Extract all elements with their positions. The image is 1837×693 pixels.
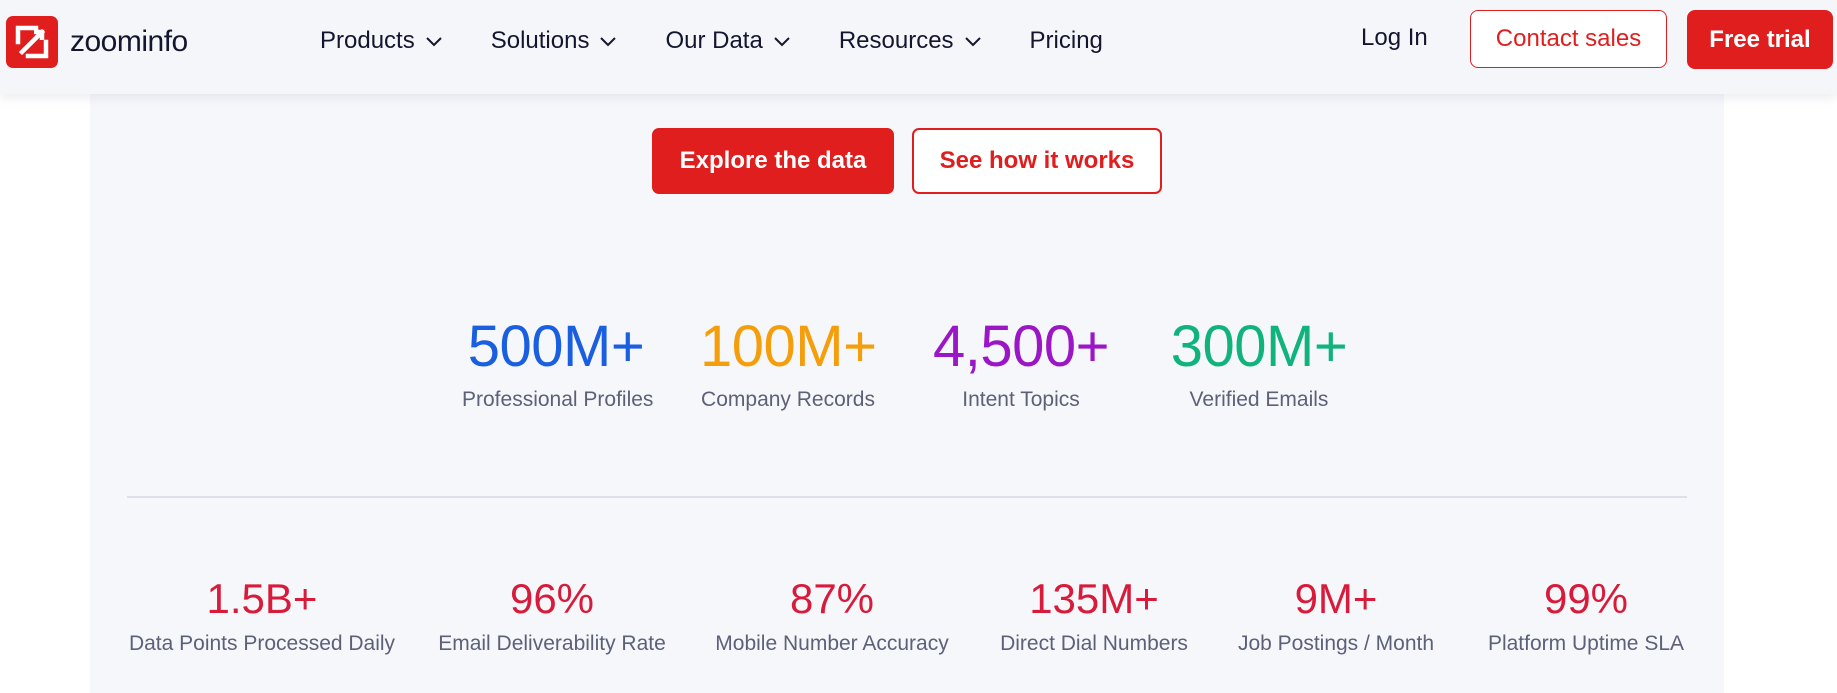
brand-name: zoominfo [70, 25, 188, 58]
metric-value: 96% [509, 575, 595, 622]
chevron-down-icon [964, 35, 982, 47]
metric-label: Direct Dial Numbers [1000, 632, 1188, 655]
main-nav: Products Solutions Our Data Resources Pr… [320, 22, 1151, 60]
metric-platform-uptime: 99% Platform Uptime SLA [1476, 572, 1696, 656]
metric-label: Data Points Processed Daily [128, 632, 396, 655]
stat-label: Intent Topics [962, 388, 1080, 411]
free-trial-button[interactable]: Free trial [1687, 10, 1833, 69]
metric-label: Mobile Number Accuracy [715, 632, 949, 655]
nav-item-label: Resources [838, 27, 954, 54]
metric-label: Email Deliverability Rate [438, 632, 666, 655]
stat-label: Company Records [701, 388, 875, 411]
content-panel [90, 0, 1724, 693]
nav-item-resources[interactable]: Resources [839, 27, 982, 55]
stat-value: 100M+ [700, 314, 877, 379]
zoominfo-logo-icon [6, 16, 58, 68]
metric-job-postings: 9M+ Job Postings / Month [1230, 572, 1442, 656]
section-divider [127, 496, 1687, 498]
metric-value: 87% [789, 575, 875, 622]
stat-professional-profiles: 500M+ Professional Profiles [462, 312, 654, 412]
stat-value: 300M+ [1170, 314, 1348, 379]
site-header: zoominfo Products Solutions Our Data Res… [0, 0, 1837, 94]
metric-label: Platform Uptime SLA [1487, 632, 1685, 655]
nav-item-label: Our Data [665, 27, 763, 54]
stat-label: Professional Profiles [462, 388, 654, 411]
metric-mobile-accuracy: 87% Mobile Number Accuracy [708, 572, 956, 656]
brand-logo[interactable]: zoominfo [6, 16, 188, 68]
nav-item-pricing[interactable]: Pricing [1030, 27, 1103, 55]
stat-label: Verified Emails [1189, 388, 1329, 411]
metric-data-points: 1.5B+ Data Points Processed Daily [128, 572, 396, 656]
stat-company-records: 100M+ Company Records [700, 312, 877, 412]
metric-label: Job Postings / Month [1237, 632, 1435, 655]
login-link[interactable]: Log In [1361, 24, 1428, 51]
stat-intent-topics: 4,500+ Intent Topics [926, 312, 1116, 412]
nav-item-products[interactable]: Products [320, 27, 443, 55]
chevron-down-icon [599, 35, 617, 47]
chevron-down-icon [425, 35, 443, 47]
explore-data-button[interactable]: Explore the data [652, 128, 894, 194]
nav-item-label: Pricing [1029, 27, 1103, 54]
nav-item-label: Products [320, 27, 415, 54]
nav-item-our-data[interactable]: Our Data [665, 27, 790, 55]
stat-value: 500M+ [467, 314, 645, 379]
metric-value: 135M+ [1029, 575, 1159, 622]
metric-value: 1.5B+ [206, 575, 318, 622]
nav-item-label: Solutions [490, 27, 590, 54]
chevron-down-icon [773, 35, 791, 47]
metric-direct-dials: 135M+ Direct Dial Numbers [992, 572, 1196, 656]
nav-item-solutions[interactable]: Solutions [491, 27, 618, 55]
metric-email-deliverability: 96% Email Deliverability Rate [436, 572, 668, 656]
stat-value: 4,500+ [932, 314, 1110, 379]
stat-verified-emails: 300M+ Verified Emails [1164, 312, 1354, 412]
contact-sales-button[interactable]: Contact sales [1470, 10, 1667, 68]
metric-value: 9M+ [1294, 575, 1378, 622]
metric-value: 99% [1543, 575, 1629, 622]
see-how-it-works-button[interactable]: See how it works [912, 128, 1162, 194]
